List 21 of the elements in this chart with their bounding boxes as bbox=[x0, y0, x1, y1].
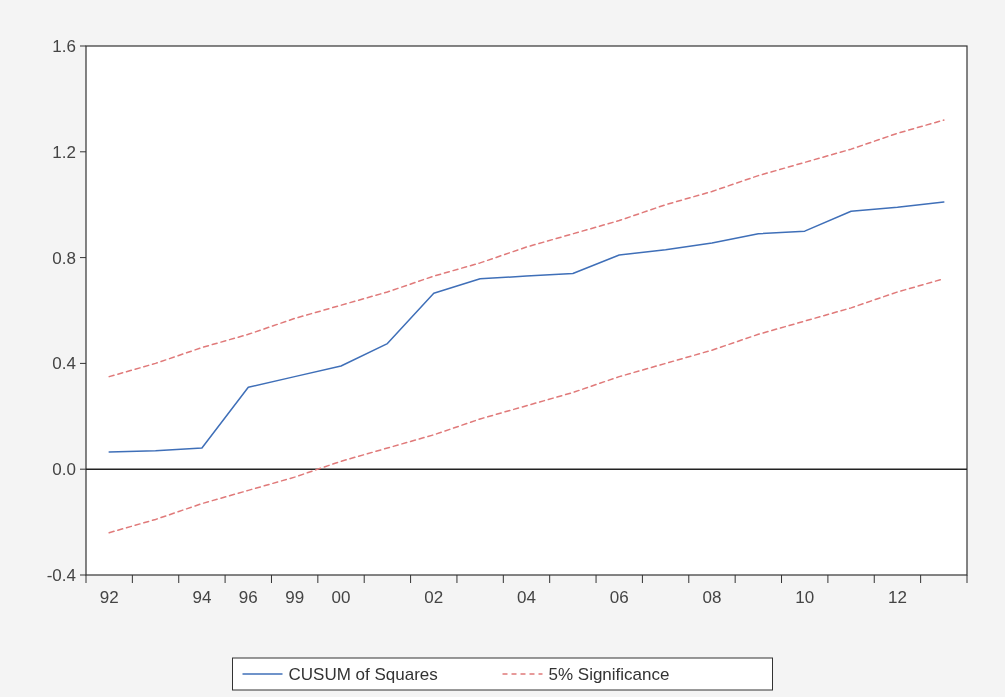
x-tick-label: 92 bbox=[99, 588, 119, 607]
x-tick-label: 00 bbox=[331, 588, 351, 607]
x-tick-label: 02 bbox=[424, 588, 444, 607]
line-series bbox=[108, 119, 945, 378]
x-tick-label: 94 bbox=[192, 588, 212, 607]
y-tick-label: 0.4 bbox=[52, 354, 76, 374]
x-tick-label: 10 bbox=[795, 588, 815, 607]
y-tick-label: -0.4 bbox=[46, 565, 76, 585]
y-tick-label: 0.8 bbox=[52, 248, 76, 268]
x-tick-label: 12 bbox=[887, 588, 907, 607]
line-series bbox=[108, 201, 945, 453]
legend-label: CUSUM of Squares bbox=[288, 664, 438, 684]
legend-label: 5% Significance bbox=[548, 664, 670, 684]
y-tick-label: 1.6 bbox=[52, 36, 76, 56]
x-tick-label: 99 bbox=[285, 588, 305, 607]
y-tick-label: 1.2 bbox=[52, 142, 76, 162]
x-tick-label: 06 bbox=[609, 588, 629, 607]
x-tick-label: 08 bbox=[702, 588, 722, 607]
y-tick-label: 0.0 bbox=[52, 460, 76, 480]
x-tick-label: 96 bbox=[238, 588, 258, 607]
x-tick-label: 04 bbox=[517, 588, 536, 607]
